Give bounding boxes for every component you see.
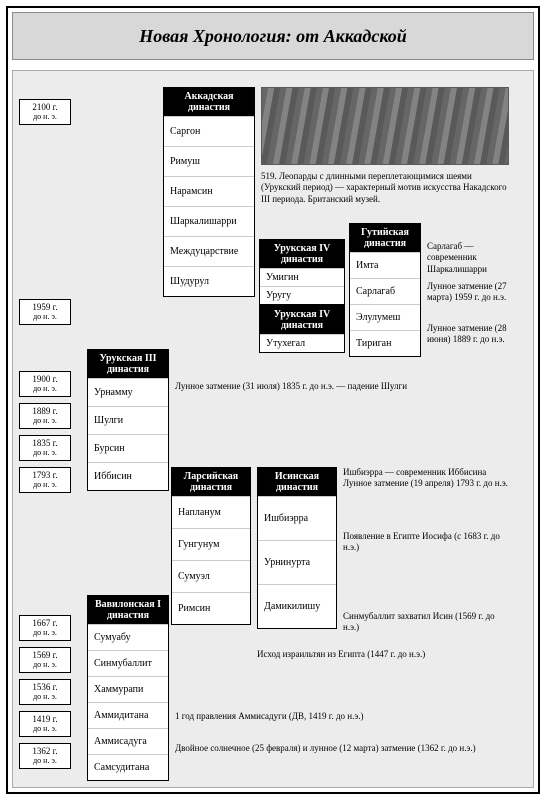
photo-caption: 519. Леопарды с длинными переплетающимис…: [261, 171, 509, 205]
content-area: 2100 г.до н. э. 1959 г.до н. э. 1900 г.до …: [12, 70, 534, 788]
year-marker: 1536 г.до н. э.: [19, 679, 71, 705]
year-marker: 1835 г.до н. э.: [19, 435, 71, 461]
dynasty-item: Римсин: [172, 592, 250, 624]
annotation-note: Двойное солнечное (25 февраля) и лунное …: [175, 743, 515, 754]
dynasty-item: Аммидитана: [88, 702, 168, 728]
dynasty-header: Урукская IV династия: [260, 306, 344, 334]
dynasty-item: Бурсин: [88, 434, 168, 462]
annotation-note: Исход израильтян из Египта (1447 г. до н…: [257, 649, 517, 660]
dynasty-item: Шулги: [88, 406, 168, 434]
year-marker: 1362 г.до н. э.: [19, 743, 71, 769]
dynasty-item: Урнамму: [88, 378, 168, 406]
dynasty-item: Междуцарствие: [164, 236, 254, 266]
dynasty-header: Вавилонская I династия: [88, 596, 168, 624]
dynasty-item: Хаммурапи: [88, 676, 168, 702]
dynasty-item: Ишбиэрра: [258, 496, 336, 540]
year-marker: 1419 г.до н. э.: [19, 711, 71, 737]
year-marker: 1569 г.до н. э.: [19, 647, 71, 673]
year-marker: 1793 г.до н. э.: [19, 467, 71, 493]
annotation-note: Синмубаллит захватил Исин (1569 г. до н.…: [343, 611, 513, 634]
annotation-note: 1 год правления Аммисадуги (ДВ, 1419 г. …: [175, 711, 515, 722]
dynasty-item: Саргон: [164, 116, 254, 146]
annotation-note: Лунное затмение (28 июня) 1889 г. до н.э…: [427, 323, 525, 346]
dynasty-item: Сарлагаб: [350, 278, 420, 304]
dynasty-item: Гунгунум: [172, 528, 250, 560]
dynasty-item: Элулумеш: [350, 304, 420, 330]
dynasty-item: Тириган: [350, 330, 420, 356]
dynasty-header: Урукская III династия: [88, 350, 168, 378]
annotation-note: Лунное затмение (27 марта) 1959 г. до н.…: [427, 281, 525, 304]
dynasty-item: Аммисадуга: [88, 728, 168, 754]
dynasty-header: Исинская династия: [258, 468, 336, 496]
annotation-note: Сарлагаб — современник Шаркалишарри: [427, 241, 525, 275]
dynasty-item: Римуш: [164, 146, 254, 176]
page-title: Новая Хронология: от Аккадской: [139, 26, 407, 47]
dynasty-item: Синмубаллит: [88, 650, 168, 676]
dynasty-item: Напланум: [172, 496, 250, 528]
dynasty-header: Урукская IV династия: [260, 240, 344, 268]
dynasty-item: Шудурул: [164, 266, 254, 296]
year-marker: 1900 г.до н. э.: [19, 371, 71, 397]
dynasty-item: Имта: [350, 252, 420, 278]
dynasty-item: Сумуабу: [88, 624, 168, 650]
year-marker: 1889 г.до н. э.: [19, 403, 71, 429]
dynasty-guti: Гутийская династияИмтаСарлагабЭлулумешТи…: [349, 223, 421, 357]
dynasty-item: Нарамсин: [164, 176, 254, 206]
annotation-note: Лунное затмение (31 июля) 1835 г. до н.э…: [175, 381, 495, 392]
title-bar: Новая Хронология: от Аккадской: [12, 12, 534, 60]
dynasty-isin: Исинская династияИшбиэрраУрнинуртаДамики…: [257, 467, 337, 629]
year-marker: 1667 г.до н. э.: [19, 615, 71, 641]
dynasty-akkad: Аккадская династияСаргонРимушНарамсинШар…: [163, 87, 255, 297]
dynasty-uruk4b: Урукская IV династияУтухегал: [259, 305, 345, 353]
dynasty-babylon: Вавилонская I династияСумуабуСинмубаллит…: [87, 595, 169, 781]
dynasty-header: Гутийская династия: [350, 224, 420, 252]
dynasty-uruk3: Урукская III династияУрнаммуШулгиБурсинИ…: [87, 349, 169, 491]
dynasty-header: Ларсийская династия: [172, 468, 250, 496]
annotation-note: Появление в Египте Иосифа (с 1683 г. до …: [343, 531, 513, 554]
dynasty-item: Сумуэл: [172, 560, 250, 592]
annotation-note: Ишбиэрра — современник Иббисина Лунное з…: [343, 467, 513, 490]
year-marker: 1959 г.до н. э.: [19, 299, 71, 325]
dynasty-header: Аккадская династия: [164, 88, 254, 116]
dynasty-item: Умигин: [260, 268, 344, 286]
dynasty-item: Дамикилишу: [258, 584, 336, 628]
dynasty-item: Утухегал: [260, 334, 344, 352]
dynasty-item: Уругу: [260, 286, 344, 304]
relief-photo: [261, 87, 509, 165]
dynasty-item: Самсудитана: [88, 754, 168, 780]
dynasty-uruk4a: Урукская IV династияУмигинУругу: [259, 239, 345, 305]
dynasty-item: Урнинурта: [258, 540, 336, 584]
dynasty-item: Шаркалишарри: [164, 206, 254, 236]
dynasty-larsa: Ларсийская династияНапланумГунгунумСумуэ…: [171, 467, 251, 625]
dynasty-item: Иббисин: [88, 462, 168, 490]
year-marker: 2100 г.до н. э.: [19, 99, 71, 125]
